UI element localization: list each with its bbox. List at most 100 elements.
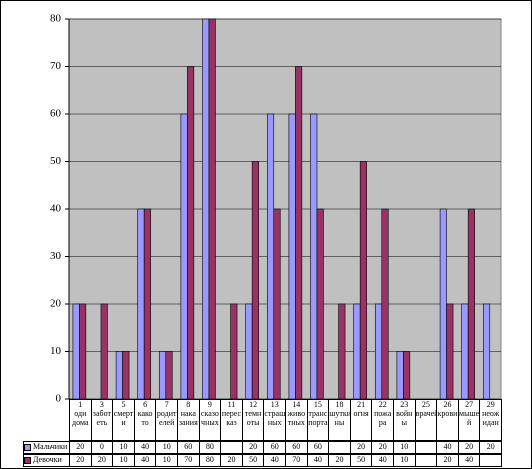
x-tick-label: 9 сказо чных	[198, 399, 222, 441]
x-tick-label: 25 врачей	[414, 399, 438, 441]
table-value: 40	[371, 454, 394, 467]
legend-key	[24, 443, 31, 451]
bar	[359, 161, 367, 400]
x-tick-label: 5 смерт и	[112, 399, 135, 441]
x-tick-label: 27 мышe й	[457, 399, 481, 441]
legend-label: Девочки	[33, 455, 62, 464]
table-value: 20	[349, 441, 373, 454]
table-value: 80	[198, 441, 222, 454]
table-value: 20	[328, 454, 351, 467]
table-value: 10	[112, 441, 135, 454]
bar	[115, 351, 123, 400]
table-value: 10	[155, 454, 178, 467]
table-value: 60	[177, 441, 200, 454]
bar	[374, 303, 383, 400]
bar	[446, 303, 454, 400]
bar	[122, 351, 130, 400]
y-tick-label: 10	[50, 345, 62, 357]
bar	[396, 351, 404, 400]
y-tick-label: 50	[50, 155, 62, 167]
y-tick-label: 0	[56, 393, 62, 405]
bar	[180, 113, 188, 400]
table-value: 20	[479, 441, 502, 454]
y-tick-label: 60	[50, 108, 62, 120]
bar	[202, 18, 210, 400]
bar	[100, 303, 108, 400]
bar	[467, 208, 475, 400]
bar	[482, 303, 491, 400]
x-tick-label: 11 перес каз	[220, 399, 243, 441]
bar	[316, 208, 324, 400]
table-value: 70	[285, 454, 308, 467]
legend-entry: Мальчики	[23, 441, 70, 454]
x-tick-label: 18 шутки ны	[328, 399, 351, 441]
table-value: 60	[285, 441, 308, 454]
x-tick-label: 13 страш ных	[263, 399, 286, 441]
table-value: 70	[177, 454, 200, 467]
bar	[208, 18, 216, 400]
bar	[158, 351, 167, 400]
x-tick-label: 22 пожа ра	[371, 399, 394, 441]
y-tick-label: 80	[50, 13, 62, 25]
x-tick-label: 12 темн оты	[241, 399, 265, 441]
table-value: 20	[90, 454, 114, 467]
table-value: 40	[133, 454, 157, 467]
bar	[72, 303, 80, 400]
bar	[266, 113, 275, 400]
y-tick-label: 30	[50, 250, 62, 262]
table-value: 40	[263, 454, 286, 467]
bar	[165, 351, 173, 400]
x-tick-label: 26 крови	[436, 399, 459, 441]
table-value: 20	[457, 441, 481, 454]
x-tick-label: 6 како то	[133, 399, 157, 441]
bar	[288, 113, 296, 400]
table-value: 40	[457, 454, 481, 467]
table-value: 20	[241, 441, 265, 454]
x-tick-label: 14 живо тных	[285, 399, 308, 441]
table-value: 20	[436, 454, 459, 467]
table-value: 40	[436, 441, 459, 454]
y-tick-label: 40	[50, 203, 62, 215]
table-value: 60	[263, 441, 286, 454]
bar	[353, 303, 361, 400]
legend-label: Мальчики	[33, 442, 68, 451]
table-value: 10	[393, 441, 416, 454]
table-value: 40	[306, 454, 330, 467]
bar	[439, 208, 447, 400]
x-tick-label: 3 забот еть	[90, 399, 114, 441]
y-tick-label: 70	[50, 60, 62, 72]
bar	[461, 303, 469, 400]
bar	[381, 208, 389, 400]
table-value	[328, 441, 351, 454]
bar	[187, 66, 195, 400]
bar	[310, 113, 318, 400]
table-value	[414, 441, 438, 454]
table-value	[414, 454, 438, 467]
bar	[143, 208, 151, 400]
table-value: 20	[69, 454, 92, 467]
x-tick-label: 23 войн ы	[393, 399, 416, 441]
table-value: 20	[371, 441, 394, 454]
table-value: 50	[241, 454, 265, 467]
table-value	[479, 454, 502, 467]
table-value: 10	[393, 454, 416, 467]
table-value: 40	[133, 441, 157, 454]
bar	[403, 351, 411, 400]
table-value: 20	[69, 441, 92, 454]
bar	[338, 303, 346, 400]
bar	[273, 208, 281, 400]
x-tick-label: 29 неож идан	[479, 399, 502, 441]
x-tick-label: 21 огня	[349, 399, 373, 441]
bar	[245, 303, 253, 400]
x-tick-label: 8 нака зания	[177, 399, 200, 441]
y-tick-label: 20	[50, 298, 62, 310]
bar	[230, 303, 238, 400]
bar	[137, 208, 145, 400]
table-value	[220, 441, 243, 454]
x-tick-label: 15 транс порта	[306, 399, 330, 441]
bar	[295, 66, 303, 400]
table-value: 50	[349, 454, 373, 467]
table-value: 10	[112, 454, 135, 467]
